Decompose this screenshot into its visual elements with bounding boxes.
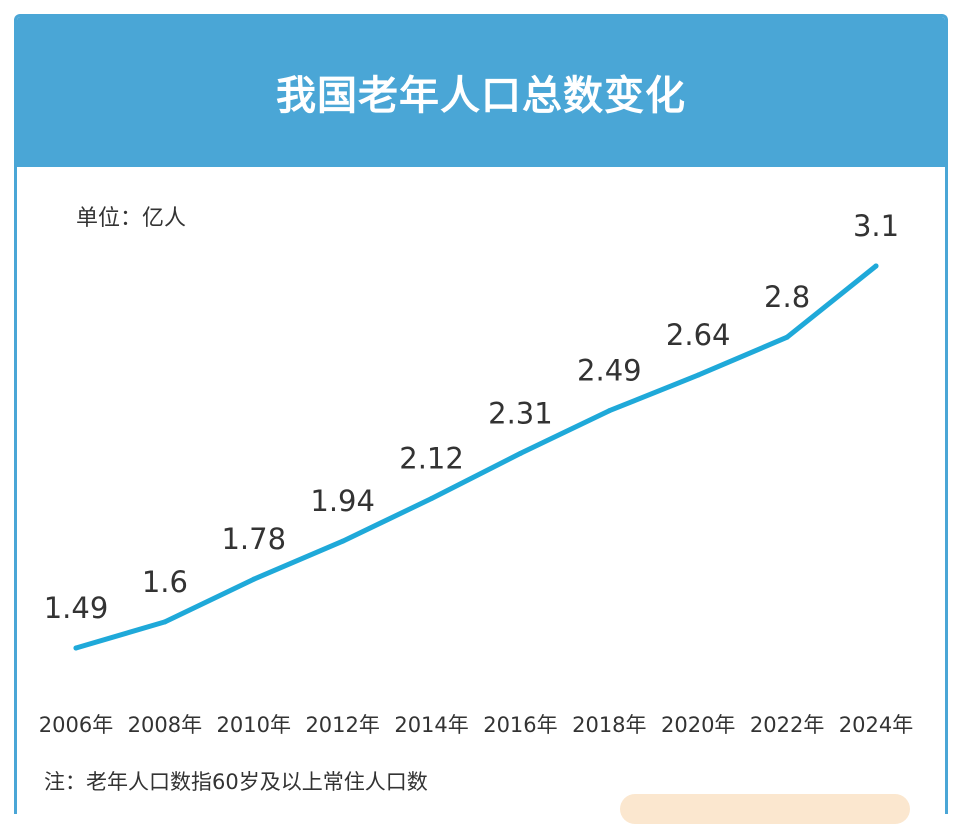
chart-card: 我国老年人口总数变化 xyxy=(14,14,948,814)
x-tick-label: 2018年 xyxy=(572,713,646,737)
data-point xyxy=(429,496,435,502)
data-label: 1.78 xyxy=(221,522,286,556)
data-point xyxy=(784,334,790,340)
data-label: 2.8 xyxy=(764,280,810,314)
data-point xyxy=(251,576,257,582)
data-point xyxy=(340,538,346,544)
data-point xyxy=(73,645,79,651)
x-tick-label: 2016年 xyxy=(483,713,557,737)
data-label: 1.6 xyxy=(142,565,188,599)
series-line xyxy=(73,263,879,651)
chart-title: 我国老年人口总数变化 xyxy=(276,73,686,119)
x-tick-label: 2024年 xyxy=(839,713,913,737)
x-tick-label: 2014年 xyxy=(394,713,468,737)
x-tick-label: 2008年 xyxy=(128,713,202,737)
data-point xyxy=(873,263,879,269)
data-label: 2.64 xyxy=(666,318,731,352)
data-label: 3.1 xyxy=(853,209,899,243)
bottom-decoration xyxy=(620,794,910,824)
footnote: 注：老年人口数指60岁及以上常住人口数 xyxy=(44,770,428,794)
line-chart: 1.49 1.6 1.78 1.94 2.12 2.31 2.49 2.64 2.8 3.1 20… xyxy=(39,209,913,737)
data-label: 2.12 xyxy=(399,442,464,476)
data-point xyxy=(606,408,612,414)
data-point xyxy=(695,372,701,378)
x-tick-label: 2012年 xyxy=(305,713,379,737)
x-tick-label: 2006年 xyxy=(39,713,113,737)
title-banner: 我国老年人口总数变化 xyxy=(17,17,945,167)
data-label: 1.94 xyxy=(310,484,375,518)
x-tick-label: 2020年 xyxy=(661,713,735,737)
x-tick-label: 2010年 xyxy=(217,713,291,737)
data-label: 2.49 xyxy=(577,354,642,388)
unit-label: 单位：亿人 xyxy=(76,206,187,231)
data-label: 1.49 xyxy=(44,591,109,625)
data-point xyxy=(162,619,168,625)
data-label: 2.31 xyxy=(488,396,553,430)
data-point xyxy=(517,450,523,456)
x-tick-label: 2022年 xyxy=(750,713,824,737)
